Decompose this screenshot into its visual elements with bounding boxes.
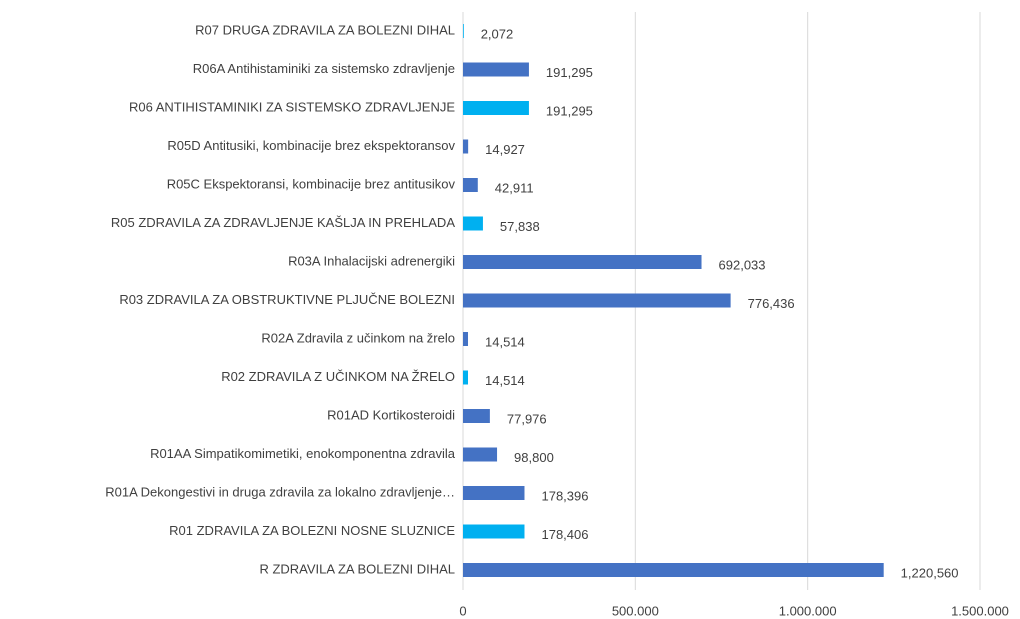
value-label: 191,295 <box>546 103 593 118</box>
value-label: 191,295 <box>546 65 593 80</box>
bar <box>463 139 469 154</box>
value-label: 42,911 <box>495 180 534 195</box>
bar <box>463 293 731 308</box>
bar <box>463 409 490 423</box>
value-label: 692,033 <box>719 257 766 272</box>
bar <box>463 447 498 462</box>
y-tick-label: R01 ZDRAVILA ZA BOLEZNI NOSNE SLUZNICE <box>169 523 455 538</box>
y-tick-label: R02 ZDRAVILA Z UČINKOM NA ŽRELO <box>221 369 455 384</box>
bar <box>463 332 469 346</box>
y-tick-label: R07 DRUGA ZDRAVILA ZA BOLEZNI DIHAL <box>195 22 455 37</box>
value-label: 2,072 <box>481 26 514 41</box>
value-label: 178,396 <box>541 488 588 503</box>
x-tick-label: 0 <box>459 603 466 618</box>
bar <box>463 486 525 500</box>
value-label: 77,976 <box>507 411 547 426</box>
bar <box>463 24 464 38</box>
bar <box>463 255 702 269</box>
x-tick-label: 1.500.000 <box>951 603 1009 618</box>
bar <box>463 178 478 192</box>
y-tick-label: R03 ZDRAVILA ZA OBSTRUKTIVNE PLJUČNE BOL… <box>119 292 455 307</box>
y-tick-label: R ZDRAVILA ZA BOLEZNI DIHAL <box>259 561 455 576</box>
value-label: 14,514 <box>485 373 525 388</box>
y-tick-label: R01A Dekongestivi in druga zdravila za l… <box>105 484 455 499</box>
y-tick-label: R06 ANTIHISTAMINIKI ZA SISTEMSKO ZDRAVLJ… <box>129 99 455 114</box>
y-tick-label: R05D Antitusiki, kombinacije brez ekspek… <box>167 138 455 153</box>
bar <box>463 370 469 385</box>
value-label: 14,514 <box>485 334 525 349</box>
y-tick-label: R03A Inhalacijski adrenergiki <box>288 253 455 268</box>
bar <box>463 563 884 577</box>
y-tick-label: R02A Zdravila z učinkom na žrelo <box>261 330 455 345</box>
y-tick-label: R05 ZDRAVILA ZA ZDRAVLJENJE KAŠLJA IN PR… <box>111 215 455 230</box>
value-label: 14,927 <box>485 142 525 157</box>
x-tick-label: 500.000 <box>612 603 659 618</box>
bar <box>463 62 529 77</box>
bar <box>463 216 483 231</box>
value-label: 776,436 <box>748 296 795 311</box>
value-label: 98,800 <box>514 450 554 465</box>
y-tick-label: R01AA Simpatikomimetiki, enokomponentna … <box>150 446 456 461</box>
x-tick-label: 1.000.000 <box>779 603 837 618</box>
y-tick-label: R06A Antihistaminiki za sistemsko zdravl… <box>193 61 455 76</box>
bar <box>463 101 529 115</box>
value-label: 178,406 <box>541 527 588 542</box>
y-tick-label: R05C Ekspektoransi, kombinacije brez ant… <box>167 176 456 191</box>
y-tick-label: R01AD Kortikosteroidi <box>327 407 455 422</box>
value-label: 1,220,560 <box>901 565 959 580</box>
bar <box>463 524 525 539</box>
value-label: 57,838 <box>500 219 540 234</box>
